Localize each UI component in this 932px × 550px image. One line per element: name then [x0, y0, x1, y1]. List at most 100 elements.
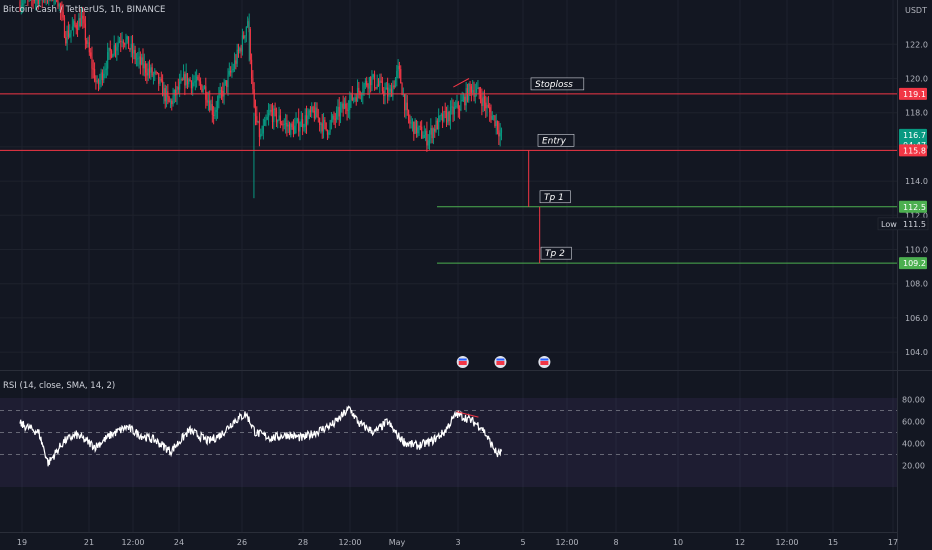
- rsi-axis[interactable]: 20.00 40.00 60.00 80.00: [902, 396, 925, 471]
- candle-body: [451, 106, 453, 108]
- candle-body: [162, 80, 164, 97]
- candle-body: [134, 49, 136, 60]
- candle-body: [209, 100, 211, 111]
- candle-body: [231, 69, 233, 73]
- level-label-box[interactable]: [537, 134, 575, 147]
- candle-body: [483, 96, 486, 103]
- candle-body: [325, 122, 327, 130]
- candle-body: [260, 134, 262, 138]
- candle-body: [460, 101, 462, 111]
- candle-body: [350, 93, 352, 101]
- candle-body: [196, 76, 198, 82]
- trade-levels[interactable]: Stoploss Entry Tp 1 Tp 2: [0, 77, 897, 264]
- candle-body: [23, 0, 25, 4]
- candle-body: [283, 123, 285, 125]
- candle-body: [197, 76, 199, 80]
- candle-body: [124, 43, 126, 45]
- price-label-box: [899, 200, 927, 213]
- candle-body: [112, 54, 114, 58]
- price-label-text: 116.7: [903, 131, 926, 140]
- candle-body: [414, 120, 416, 134]
- candle-body: [402, 94, 404, 96]
- candle-body: [422, 138, 424, 139]
- price-tick-label: 104.0: [905, 348, 928, 357]
- candle-body: [205, 86, 207, 100]
- level-label-tp-2[interactable]: Tp 2: [545, 249, 565, 259]
- event-markers[interactable]: [455, 355, 552, 369]
- candle-body: [360, 95, 363, 96]
- price-label-text: 109.2: [903, 259, 926, 268]
- candle-body: [58, 4, 60, 7]
- level-label-box[interactable]: [530, 77, 585, 91]
- candle-body: [309, 110, 312, 113]
- candle-body: [482, 96, 484, 106]
- candle-body: [22, 3, 24, 6]
- candle-body: [457, 102, 459, 109]
- candle-body: [334, 118, 336, 120]
- candle-body: [479, 94, 482, 99]
- event-flag-stripe-icon: [496, 361, 505, 365]
- candle-body: [230, 70, 232, 73]
- candle-body: [249, 29, 251, 60]
- candle-body: [303, 126, 305, 128]
- candle-body: [213, 114, 215, 116]
- time-axis[interactable]: 19 21 12:00 24 26 28 12:00 May 3 5 12:00 8 10 12 12:00…: [17, 538, 898, 547]
- candle-body: [226, 80, 228, 88]
- candle-body: [250, 59, 253, 79]
- candle-body: [265, 119, 267, 121]
- level-label-box[interactable]: [540, 246, 572, 260]
- candle-body: [254, 107, 257, 117]
- candle-body: [444, 111, 446, 113]
- candle-body: [75, 24, 77, 29]
- candle-body: [103, 73, 105, 81]
- candle-body: [404, 94, 406, 111]
- candle-body: [312, 106, 314, 111]
- candle-body: [190, 81, 192, 89]
- candle-body: [315, 107, 317, 119]
- candle-body: [189, 79, 191, 82]
- level-label-tp-1[interactable]: Tp 1: [544, 193, 564, 203]
- candle-body: [485, 102, 487, 109]
- rsi-indicator-title[interactable]: RSI (14, close, SMA, 14, 2): [3, 381, 116, 391]
- candle-body: [468, 83, 470, 101]
- candle-body: [356, 87, 359, 102]
- candle-body: [380, 80, 382, 82]
- grid: [0, 0, 897, 532]
- time-tick-label: May: [389, 538, 406, 547]
- candle-body: [194, 81, 196, 83]
- candle-body: [398, 65, 401, 70]
- candle-body: [349, 100, 351, 110]
- candle-body: [203, 86, 206, 89]
- candle-body: [394, 78, 397, 88]
- price-tick-label: 122.0: [905, 40, 928, 49]
- candle-body: [192, 82, 194, 89]
- candle-body: [214, 111, 216, 116]
- candle-body: [163, 88, 165, 97]
- candle-body: [239, 48, 241, 52]
- level-label-box[interactable]: [539, 190, 571, 204]
- candle-body: [82, 15, 84, 19]
- candle-body: [449, 107, 452, 122]
- time-tick-label: 17: [888, 538, 898, 547]
- candles: [19, 0, 503, 199]
- candle-body: [284, 123, 287, 124]
- price-label-text: 112.5: [903, 203, 926, 212]
- time-tick-label: 12:00: [555, 538, 578, 547]
- candle-body: [441, 114, 444, 122]
- symbol-title[interactable]: Bitcoin Cash / TetherUS, 1h, BINANCE: [3, 5, 166, 15]
- time-tick-label: 10: [673, 538, 683, 547]
- candle-body: [37, 0, 39, 4]
- candle-body: [336, 110, 338, 120]
- candle-body: [256, 116, 258, 123]
- candle-body: [346, 108, 348, 112]
- price-tick-label: 114.0: [905, 177, 928, 186]
- candle-body: [392, 85, 394, 97]
- candle-body: [332, 115, 334, 120]
- candle-body: [439, 115, 441, 117]
- level-label-stoploss[interactable]: Stoploss: [535, 80, 573, 90]
- candle-body: [370, 77, 372, 86]
- level-label-entry[interactable]: Entry: [542, 136, 567, 146]
- candle-body: [287, 124, 289, 127]
- candle-body: [328, 132, 330, 135]
